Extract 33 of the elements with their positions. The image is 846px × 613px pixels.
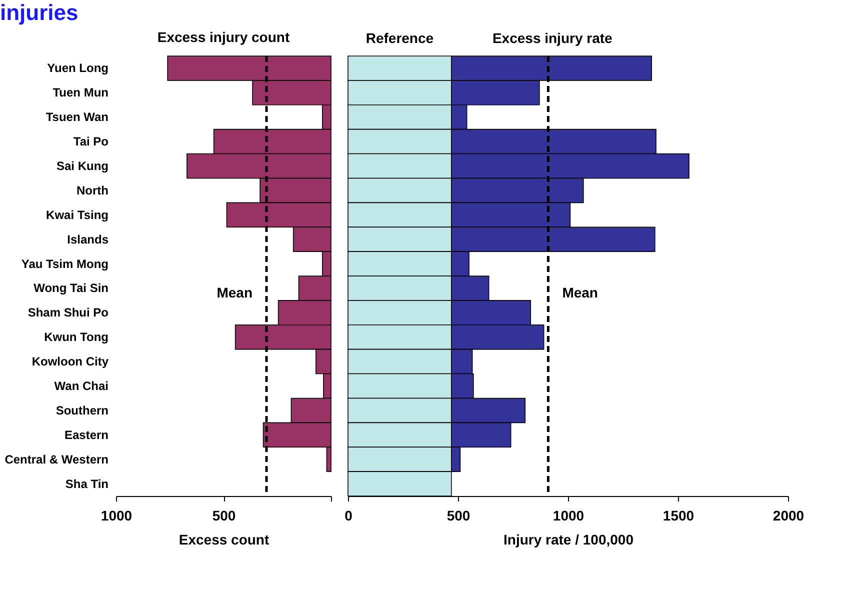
ref-line-label: Mean: [562, 284, 598, 301]
y-tick-label: Central & Western: [4, 452, 108, 466]
x-tick-label: 1000: [100, 508, 132, 524]
y-tick-label: Southern: [56, 403, 108, 418]
y-tick-label: Kwun Tong: [44, 330, 108, 344]
text: injuries: [0, 0, 78, 26]
x-tick-label: 500: [212, 508, 236, 524]
y-tick-label: Sha Tin: [65, 476, 108, 491]
x-tick-label: 1500: [662, 508, 694, 524]
x-tick-label: 0: [344, 508, 353, 524]
y-tick-label: Eastern: [64, 428, 108, 442]
ref-line-label: Mean: [216, 284, 252, 301]
series-label: Reference: [366, 30, 434, 46]
y-tick-label: North: [76, 183, 108, 198]
y-tick-label: Islands: [67, 232, 109, 246]
y-tick-label: Kwai Tsing: [46, 208, 108, 222]
x-tick-label: 2000: [772, 508, 804, 524]
x-tick-label: 1000: [552, 508, 584, 524]
y-tick-label: Yuen Long: [47, 61, 108, 76]
series-label: Excess injury rate: [492, 30, 613, 46]
y-tick-label: Kowloon City: [32, 354, 109, 369]
y-tick-label: Tuen Mun: [52, 86, 108, 100]
y-tick-label: Sai Kung: [56, 159, 108, 173]
y-tick-label: Tsuen Wan: [46, 110, 108, 124]
x-tick-label: 500: [446, 508, 470, 524]
y-tick-label: Tai Po: [73, 134, 108, 149]
x-axis-title: Excess count: [178, 532, 270, 548]
chart-title: Excess injury count: [157, 28, 290, 45]
y-tick-label: Sham Shui Po: [28, 306, 108, 320]
y-tick-label: Wan Chai: [54, 379, 108, 393]
x-axis-title: Injury rate / 100,000: [504, 532, 634, 548]
y-tick-label: Wong Tai Sin: [34, 281, 108, 296]
y-tick-label: Yau Tsim Mong: [21, 256, 108, 271]
